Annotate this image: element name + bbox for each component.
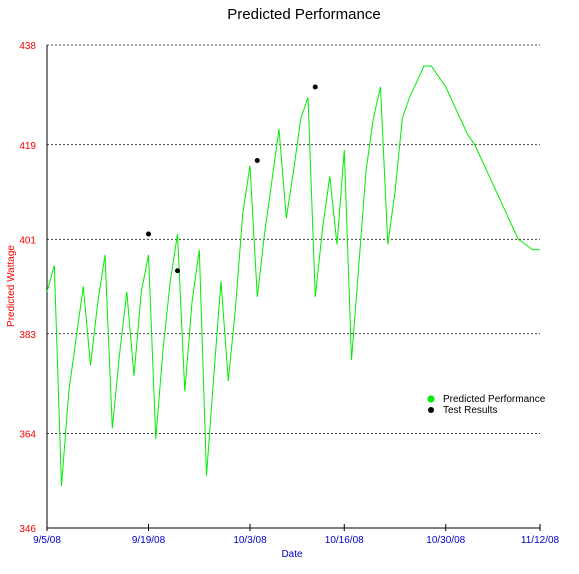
x-tick-label: 11/12/08 — [521, 535, 560, 546]
y-tick-labels: 346 364 383 401 419 438 — [19, 41, 36, 535]
x-axis-label: Date — [281, 549, 303, 560]
legend-label-predicted: Predicted Performance — [443, 394, 546, 405]
x-tick-label: 10/16/08 — [325, 535, 364, 546]
test-result-point — [254, 158, 260, 163]
legend-swatch-test-results — [428, 407, 434, 413]
legend-swatch-predicted — [427, 395, 435, 403]
y-axis-label: Predicted Wattage — [6, 245, 17, 327]
x-tick-label: 10/30/08 — [426, 535, 465, 546]
chart-title: Predicted Performance — [227, 6, 380, 23]
y-tick-label: 364 — [19, 430, 36, 441]
series — [46, 65, 540, 487]
y-tick-label: 383 — [19, 330, 36, 341]
x-tick-label: 9/19/08 — [132, 535, 166, 546]
series-line-predicted-performance — [46, 65, 540, 487]
x-tick-label: 10/3/08 — [233, 535, 267, 546]
legend-label-test-results: Test Results — [443, 405, 497, 416]
test-result-point — [175, 268, 180, 274]
axes — [46, 45, 541, 531]
x-tick-label: 9/5/08 — [33, 535, 61, 546]
test-result-point — [312, 84, 318, 90]
y-tick-label: 438 — [19, 41, 36, 52]
legend: Predicted Performance Test Results — [427, 394, 546, 416]
y-tick-label: 346 — [19, 524, 36, 535]
x-tick-labels: 9/5/08 9/19/08 10/3/08 10/16/08 10/30/08 11/1… — [33, 535, 559, 546]
grid-lines — [47, 44, 540, 434]
y-tick-label: 401 — [19, 235, 36, 246]
y-tick-label: 419 — [19, 141, 36, 152]
test-result-point — [146, 231, 151, 237]
